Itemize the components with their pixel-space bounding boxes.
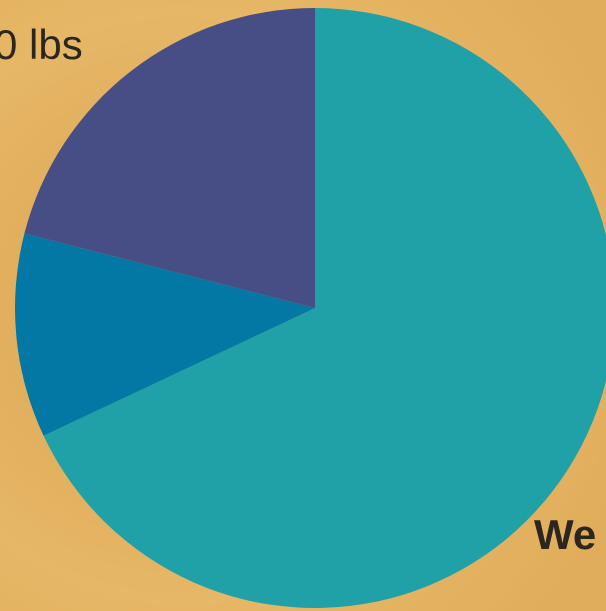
pie-slice [14, 233, 315, 436]
pie-slice [24, 8, 316, 308]
annotation: We [534, 511, 596, 558]
annotation: 0 lbs [0, 21, 83, 68]
pie-slice [43, 8, 606, 608]
pie [14, 8, 606, 608]
